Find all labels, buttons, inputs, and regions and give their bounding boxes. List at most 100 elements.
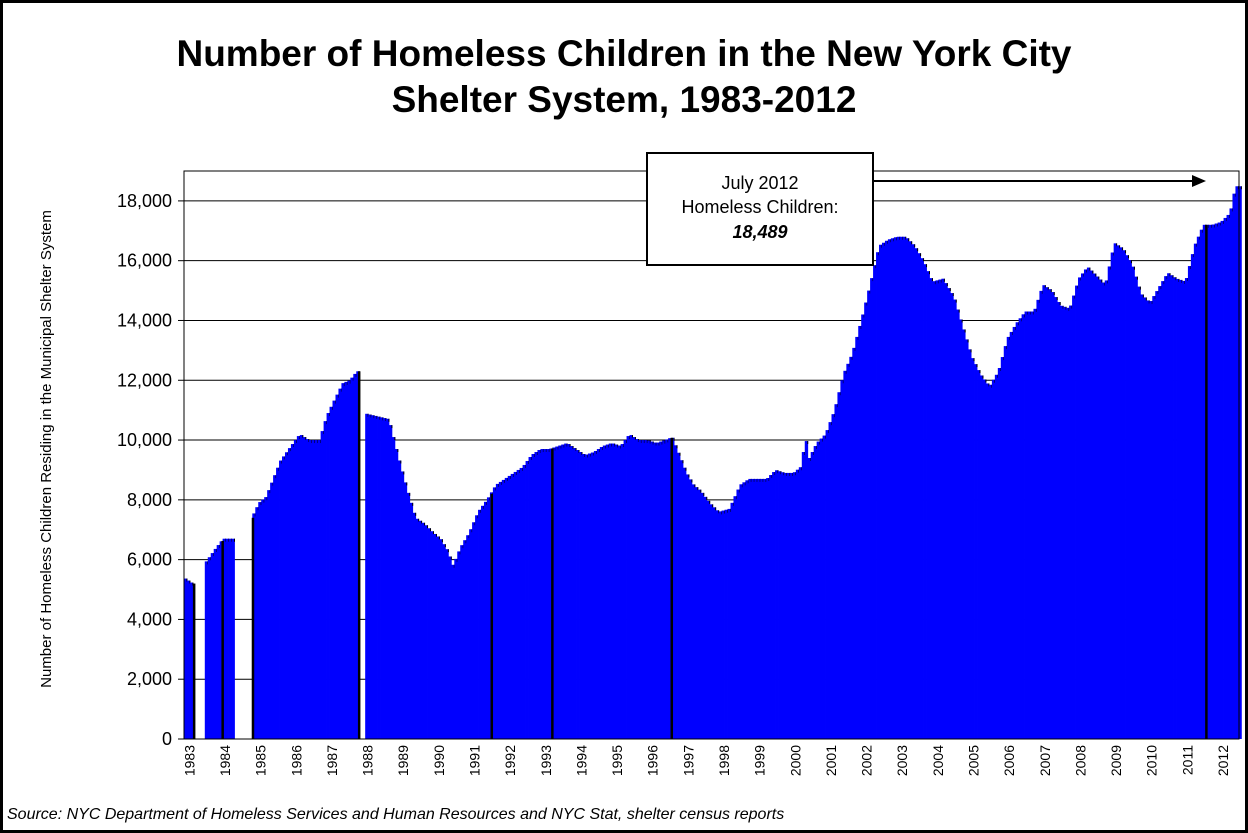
x-tick-label: 2000: [787, 745, 803, 776]
bar: [1015, 322, 1020, 739]
bar: [769, 475, 773, 739]
bar-chart: 0 2,000 4,000 6,000 8,000 10,000 12,000 14,000 1…: [38, 152, 1242, 776]
bar: [1048, 289, 1052, 739]
bar: [929, 278, 933, 739]
bar: [1226, 214, 1230, 740]
bar: [614, 444, 619, 739]
bar: [754, 478, 758, 739]
x-tick-label: 1987: [324, 745, 340, 776]
bar: [890, 238, 895, 739]
source-note: Source: NYC Department of Homeless Servi…: [7, 806, 785, 823]
bar: [682, 467, 687, 739]
bar: [587, 453, 592, 739]
x-tick-label: 2002: [859, 745, 875, 776]
bar: [733, 496, 737, 739]
bar: [576, 450, 580, 739]
bar: [347, 380, 351, 739]
bar: [798, 467, 803, 739]
bar: [1107, 266, 1112, 739]
bar: [1146, 300, 1150, 739]
bar: [1202, 224, 1207, 739]
bar: [988, 384, 993, 739]
bar: [279, 460, 283, 739]
bar: [1131, 266, 1135, 739]
bar: [483, 501, 488, 739]
bar: [1179, 279, 1183, 739]
bar: [338, 388, 342, 739]
bar: [879, 244, 883, 739]
y-tick-labels: 0 2,000 4,000 6,000 8,000 10,000 12,000 14,000 1…: [117, 191, 172, 749]
bar: [789, 472, 794, 739]
bar: [1164, 276, 1168, 739]
bar: [558, 445, 562, 739]
bar: [314, 440, 319, 739]
x-tick-label: 2003: [894, 745, 910, 776]
marker-bar: [192, 583, 196, 739]
bar: [537, 450, 541, 739]
bar: [968, 349, 972, 739]
x-tick-label: 2009: [1108, 745, 1124, 776]
bar: [492, 487, 497, 739]
bar: [264, 497, 268, 739]
bar: [867, 290, 871, 739]
bar: [516, 469, 521, 739]
bar: [1214, 223, 1219, 740]
bar: [454, 558, 458, 739]
bar: [1158, 286, 1162, 739]
bar: [760, 478, 764, 739]
bar: [400, 471, 405, 739]
bar: [519, 467, 523, 739]
bar: [635, 439, 639, 739]
bar: [938, 279, 942, 739]
bar: [632, 437, 636, 739]
bar-series: [184, 186, 1242, 740]
bar: [228, 538, 232, 739]
bar: [391, 437, 396, 739]
x-tick-label: 2005: [965, 745, 981, 776]
bar: [332, 400, 336, 739]
bar: [311, 440, 316, 739]
bar: [605, 444, 610, 739]
bar: [617, 445, 622, 739]
bar: [478, 509, 482, 739]
bar: [186, 580, 191, 739]
bar: [962, 329, 966, 739]
bar: [216, 545, 221, 739]
annotation-value: 18,489: [732, 222, 787, 242]
bar: [1149, 301, 1153, 739]
bar: [887, 239, 892, 739]
bar: [647, 440, 651, 739]
bar: [786, 472, 791, 739]
bar: [1101, 282, 1106, 739]
bar: [1140, 294, 1144, 739]
bar: [207, 557, 212, 739]
y-tick-label: 0: [162, 729, 172, 749]
bar: [1199, 229, 1204, 739]
bar: [433, 533, 437, 739]
x-tick-label: 1990: [431, 745, 447, 776]
bar: [849, 356, 853, 739]
bar: [736, 489, 740, 739]
bar: [308, 440, 313, 739]
bar: [1069, 305, 1073, 739]
bar: [1051, 292, 1055, 739]
bar: [1042, 285, 1046, 739]
bar: [261, 499, 265, 739]
bar: [1110, 252, 1115, 739]
bar: [665, 439, 669, 739]
bar: [418, 520, 423, 739]
bar: [884, 240, 889, 739]
x-tick-label: 2006: [1001, 745, 1017, 776]
bar: [353, 373, 357, 739]
bar: [748, 478, 752, 739]
bar: [225, 538, 229, 739]
bar: [932, 281, 936, 739]
bar: [317, 440, 322, 739]
bar: [584, 454, 589, 739]
bar: [602, 445, 607, 739]
bar: [1187, 266, 1192, 739]
bar: [406, 492, 411, 739]
bar: [727, 508, 731, 739]
marker-bar: [251, 517, 255, 739]
